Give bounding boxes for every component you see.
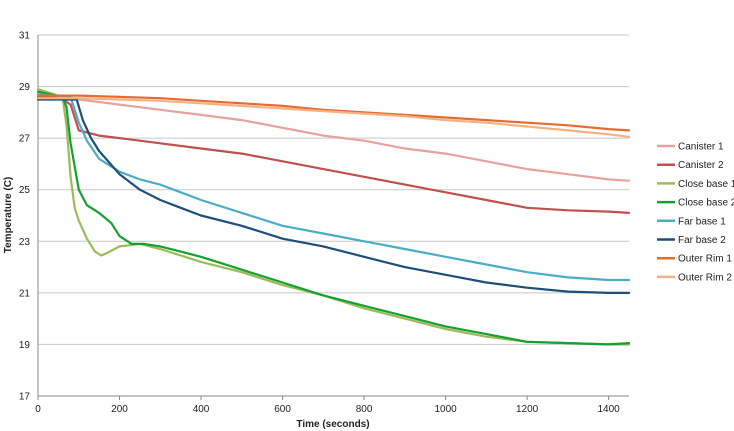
series-line-far-base-2 <box>36 98 631 294</box>
x-tick-label: 0 <box>35 404 41 415</box>
legend-label: Close base 1 <box>678 179 734 190</box>
series-line-canister-1 <box>36 93 631 182</box>
y-tick-label: 31 <box>19 31 31 42</box>
x-tick-label: 600 <box>274 404 291 415</box>
series-line-outer-rim-1 <box>36 94 631 132</box>
legend-label: Outer Rim 2 <box>678 272 732 283</box>
series-lines <box>36 88 631 346</box>
y-tick-label: 17 <box>19 392 31 403</box>
y-tick-label: 27 <box>19 134 31 145</box>
legend-label: Close base 2 <box>678 198 734 209</box>
series-line-outer-rim-2 <box>36 97 631 138</box>
y-tick-label: 23 <box>19 237 31 248</box>
y-tick-label: 19 <box>19 340 31 351</box>
x-tick-label: 800 <box>356 404 373 415</box>
x-tick-labels: 0 200 400 600 800 1000 1200 1400 <box>35 396 620 415</box>
series-line-close-base-2 <box>36 90 631 346</box>
x-tick-label: 400 <box>193 404 210 415</box>
x-tick-label: 1000 <box>434 404 457 415</box>
legend-label: Outer Rim 1 <box>678 254 732 265</box>
x-tick-label: 200 <box>111 404 128 415</box>
y-tick-label: 29 <box>19 82 31 93</box>
legend-label: Far base 2 <box>678 235 726 246</box>
legend-label: Canister 2 <box>678 160 724 171</box>
x-tick-label: 1400 <box>597 404 620 415</box>
series-line-canister-2 <box>36 95 631 214</box>
x-axis-title: Time (seconds) <box>296 419 369 430</box>
x-tick-label: 1200 <box>516 404 539 415</box>
grid-lines <box>38 34 629 345</box>
y-tick-label: 21 <box>19 288 31 299</box>
series-line-close-base-1 <box>36 88 631 346</box>
legend-label: Far base 1 <box>678 216 726 227</box>
legend: Canister 1 Canister 2 Close base 1 Close ba… <box>657 142 734 283</box>
series-line-far-base-1 <box>36 93 631 282</box>
y-tick-label: 25 <box>19 185 31 196</box>
y-tick-labels: 17 19 21 23 25 27 29 31 <box>19 31 31 403</box>
legend-label: Canister 1 <box>678 142 724 153</box>
y-axis-title: Temperature (C) <box>3 177 14 254</box>
